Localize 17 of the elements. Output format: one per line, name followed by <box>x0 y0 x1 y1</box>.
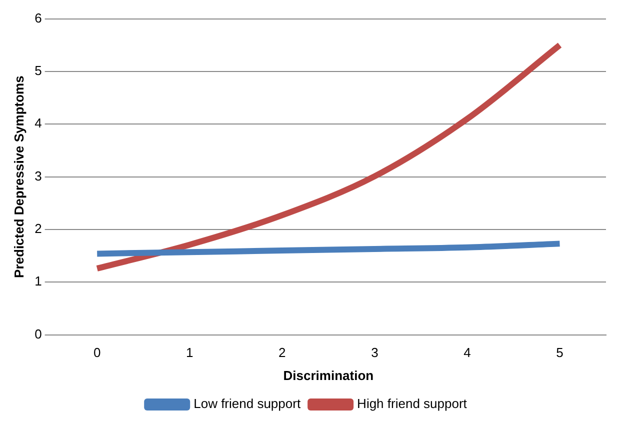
x-tick-label: 5 <box>556 345 564 360</box>
y-tick-label: 4 <box>34 116 42 131</box>
x-tick-label: 2 <box>278 345 286 360</box>
y-tick-label: 5 <box>34 63 42 78</box>
y-tick-label: 0 <box>34 326 42 342</box>
y-axis-title: Predicted Depressive Symptoms <box>11 76 26 278</box>
legend-label: Low friend support <box>194 396 301 412</box>
y-tick-label: 6 <box>34 10 42 26</box>
x-tick-label: 4 <box>464 345 471 360</box>
x-tick-label: 1 <box>186 345 194 360</box>
y-tick-label: 1 <box>34 274 42 289</box>
x-tick-label: 0 <box>93 345 101 360</box>
y-tick-label: 3 <box>34 168 42 184</box>
y-tick-label: 2 <box>34 221 42 236</box>
x-axis-title: Discrimination <box>283 368 374 383</box>
x-tick-label: 3 <box>371 345 378 360</box>
legend-label: High friend support <box>357 396 468 412</box>
